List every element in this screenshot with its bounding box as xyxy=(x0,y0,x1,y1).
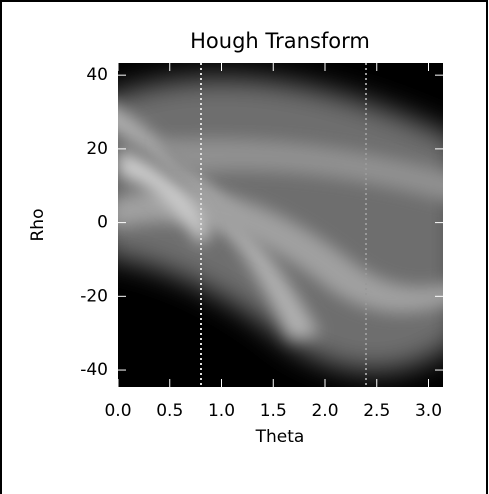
x-tick-label: 2.5 xyxy=(363,401,390,421)
y-tick-label: -40 xyxy=(80,360,108,380)
x-tick-label: 1.0 xyxy=(208,401,235,421)
x-tick-label: 2.0 xyxy=(311,401,338,421)
chart-title: Hough Transform xyxy=(190,29,370,53)
y-tick-label: 20 xyxy=(86,139,108,159)
y-tick-label: 40 xyxy=(86,65,108,85)
hough-image xyxy=(118,63,443,387)
x-tick-label: 1.5 xyxy=(260,401,287,421)
x-axis-label: Theta xyxy=(255,427,305,447)
x-tick-label: 0.0 xyxy=(104,401,131,421)
y-tick-label: -20 xyxy=(80,286,108,306)
x-tick-label: 3.0 xyxy=(415,401,442,421)
x-tick-label: 0.5 xyxy=(156,401,183,421)
y-axis-label: Rho xyxy=(28,209,48,242)
y-tick-label: 0 xyxy=(97,213,108,233)
